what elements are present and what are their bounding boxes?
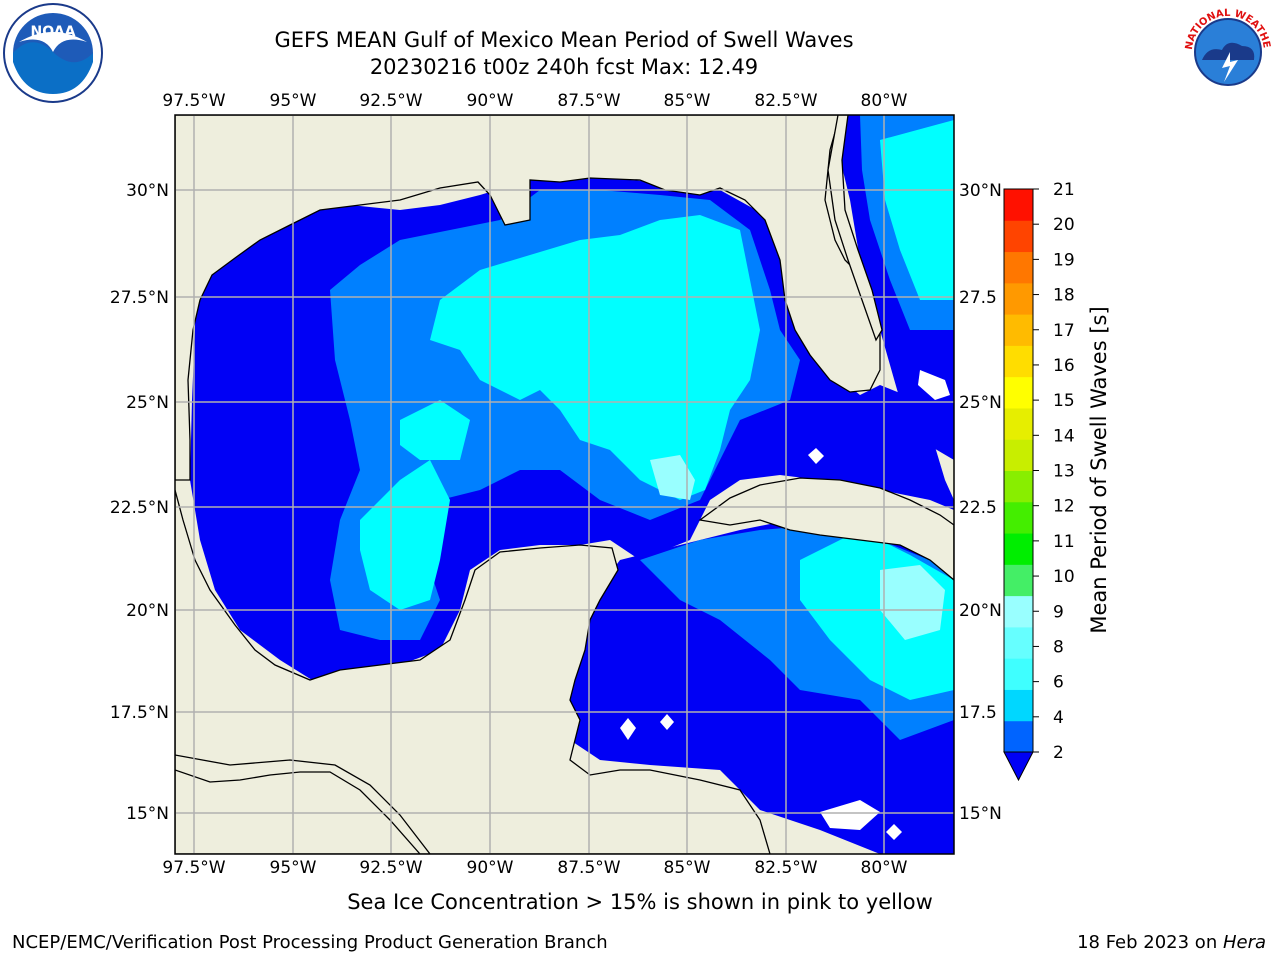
- white-gap: [620, 718, 636, 740]
- latitude-label-left: 17.5°N: [110, 703, 169, 723]
- colorbar-extend-arrow: [1003, 751, 1034, 782]
- noaa-logo-text: NOAA: [31, 24, 76, 40]
- colorbar-tick-label: 8: [1053, 637, 1064, 657]
- latitude-label-left: 27.5°N: [110, 288, 169, 308]
- latitude-label-left: 20°N: [126, 601, 169, 621]
- colorbar-tick-label: 19: [1053, 250, 1075, 270]
- latitude-label-left: 25°N: [126, 393, 169, 413]
- colorbar-swatch: [1004, 470, 1033, 503]
- mexico-yucatan: [175, 489, 771, 854]
- colorbar-swatch: [1004, 720, 1033, 753]
- colorbar-tick-label: 10: [1053, 567, 1075, 587]
- map-gridlines: [175, 115, 954, 854]
- colorbar-tick-label: 13: [1053, 462, 1075, 482]
- gulf-cyan-core: [430, 215, 760, 500]
- colorbar-swatch: [1004, 407, 1033, 440]
- colorbar-swatch: [1004, 314, 1033, 346]
- gulf-pale-cyan-patch: [650, 455, 695, 500]
- colorbar-swatch: [1004, 345, 1033, 378]
- longitude-label-top: 95°W: [270, 91, 317, 111]
- colorbar-tick-label: 21: [1053, 180, 1075, 200]
- longitude-label-top: 80°W: [861, 91, 908, 111]
- colorbar-swatch: [1004, 595, 1033, 628]
- white-gap: [660, 714, 674, 730]
- date-stamp: 18 Feb 2023 on Hera: [1077, 932, 1266, 953]
- longitude-label-bottom: 92.5°W: [359, 858, 422, 878]
- colorbar-swatch: [1004, 439, 1033, 471]
- colorbar-swatch: [1004, 376, 1033, 409]
- colorbar-tick-label: 14: [1053, 426, 1075, 446]
- latitude-label-right: 25°N: [959, 393, 1002, 413]
- colorbar-tick-label: 6: [1053, 673, 1064, 693]
- latitude-label-left: 30°N: [126, 181, 169, 201]
- noaa-logo: NOAA: [3, 3, 103, 103]
- caribbean-pale-cyan: [880, 565, 945, 640]
- colorbar-swatch: [1004, 658, 1033, 690]
- map-title: GEFS MEAN Gulf of Mexico Mean Period of …: [274, 28, 854, 52]
- white-gap: [886, 824, 902, 840]
- longitude-label-top: 92.5°W: [359, 91, 422, 111]
- longitude-label-bottom: 97.5°W: [162, 858, 225, 878]
- longitude-label-top: 90°W: [467, 91, 514, 111]
- white-gap: [918, 370, 950, 400]
- colorbar-tick-label: 18: [1053, 286, 1075, 306]
- colorbar-swatch: [1004, 626, 1033, 659]
- latitude-label-right: 27.5: [959, 288, 997, 308]
- colorbar-swatch: [1004, 220, 1033, 253]
- sea-ice-note: Sea Ice Concentration > 15% is shown in …: [347, 890, 933, 914]
- latitude-label-right: 15°N: [959, 804, 1002, 824]
- longitude-label-top: 82.5°W: [754, 91, 817, 111]
- colorbar-tick-label: 11: [1053, 532, 1075, 552]
- colorbar-tick-label: 20: [1053, 215, 1075, 235]
- colorbar-label: Mean Period of Swell Waves [s]: [1087, 306, 1111, 633]
- south-pacific-coast: [175, 754, 431, 854]
- gulf-cyan-mid: [400, 400, 470, 460]
- atlantic-cyan: [880, 120, 954, 300]
- colorbar-tick-label: 16: [1053, 356, 1075, 376]
- white-gap: [820, 800, 880, 830]
- longitude-label-bottom: 90°W: [467, 858, 514, 878]
- latitude-label-right: 22.5: [959, 498, 997, 518]
- florida-keys-atlantic-coast: [827, 115, 883, 342]
- colorbar-tick-label: 15: [1053, 391, 1075, 411]
- machine-name: Hera: [1222, 932, 1266, 953]
- latitude-label-right: 20°N: [959, 601, 1002, 621]
- longitude-label-bottom: 95°W: [270, 858, 317, 878]
- cuba: [698, 477, 954, 581]
- longitude-label-bottom: 80°W: [861, 858, 908, 878]
- latitude-label-right: 17.5: [959, 703, 997, 723]
- colorbar-swatch: [1004, 282, 1033, 315]
- map-subtitle: 20230216 t00z 240h fcst Max: 12.49: [369, 55, 759, 79]
- colorbar-tick-label: 17: [1053, 321, 1075, 341]
- colorbar-swatch: [1004, 189, 1033, 221]
- colorbar-swatch: [1004, 564, 1033, 597]
- longitude-label-top: 87.5°W: [557, 91, 620, 111]
- colorbar-swatch: [1004, 689, 1033, 722]
- nws-logo: NATIONAL WEATHER SERVICE: [1178, 2, 1276, 100]
- longitude-label-bottom: 87.5°W: [557, 858, 620, 878]
- latitude-label-right: 30°N: [959, 181, 1002, 201]
- longitude-label-top: 85°W: [664, 91, 711, 111]
- latitude-label-left: 22.5°N: [110, 498, 169, 518]
- map-axis-labels: 97.5°W 97.5°W 95°W 95°W 92.5°W 92.5°W 90°W 90°W…: [110, 91, 1002, 878]
- colorbar-swatch: [1004, 533, 1033, 565]
- colorbar-tick-label: 4: [1053, 708, 1064, 728]
- map-frame: [174, 114, 955, 855]
- colorbar-swatch: [1004, 251, 1033, 284]
- longitude-label-bottom: 82.5°W: [754, 858, 817, 878]
- colorbar-swatch: [1004, 501, 1033, 534]
- credit-text: NCEP/EMC/Verification Post Processing Pr…: [12, 932, 608, 953]
- latitude-label-left: 15°N: [126, 804, 169, 824]
- longitude-label-bottom: 85°W: [664, 858, 711, 878]
- longitude-label-top: 97.5°W: [162, 91, 225, 111]
- gulf-cyan-west: [360, 460, 450, 610]
- colorbar-tick-label: 12: [1053, 497, 1075, 517]
- date-text: 18 Feb 2023 on: [1077, 932, 1223, 953]
- white-gap: [808, 448, 824, 464]
- colorbar-tick-label: 9: [1053, 602, 1064, 622]
- colorbar-tick-label: 2: [1053, 743, 1064, 763]
